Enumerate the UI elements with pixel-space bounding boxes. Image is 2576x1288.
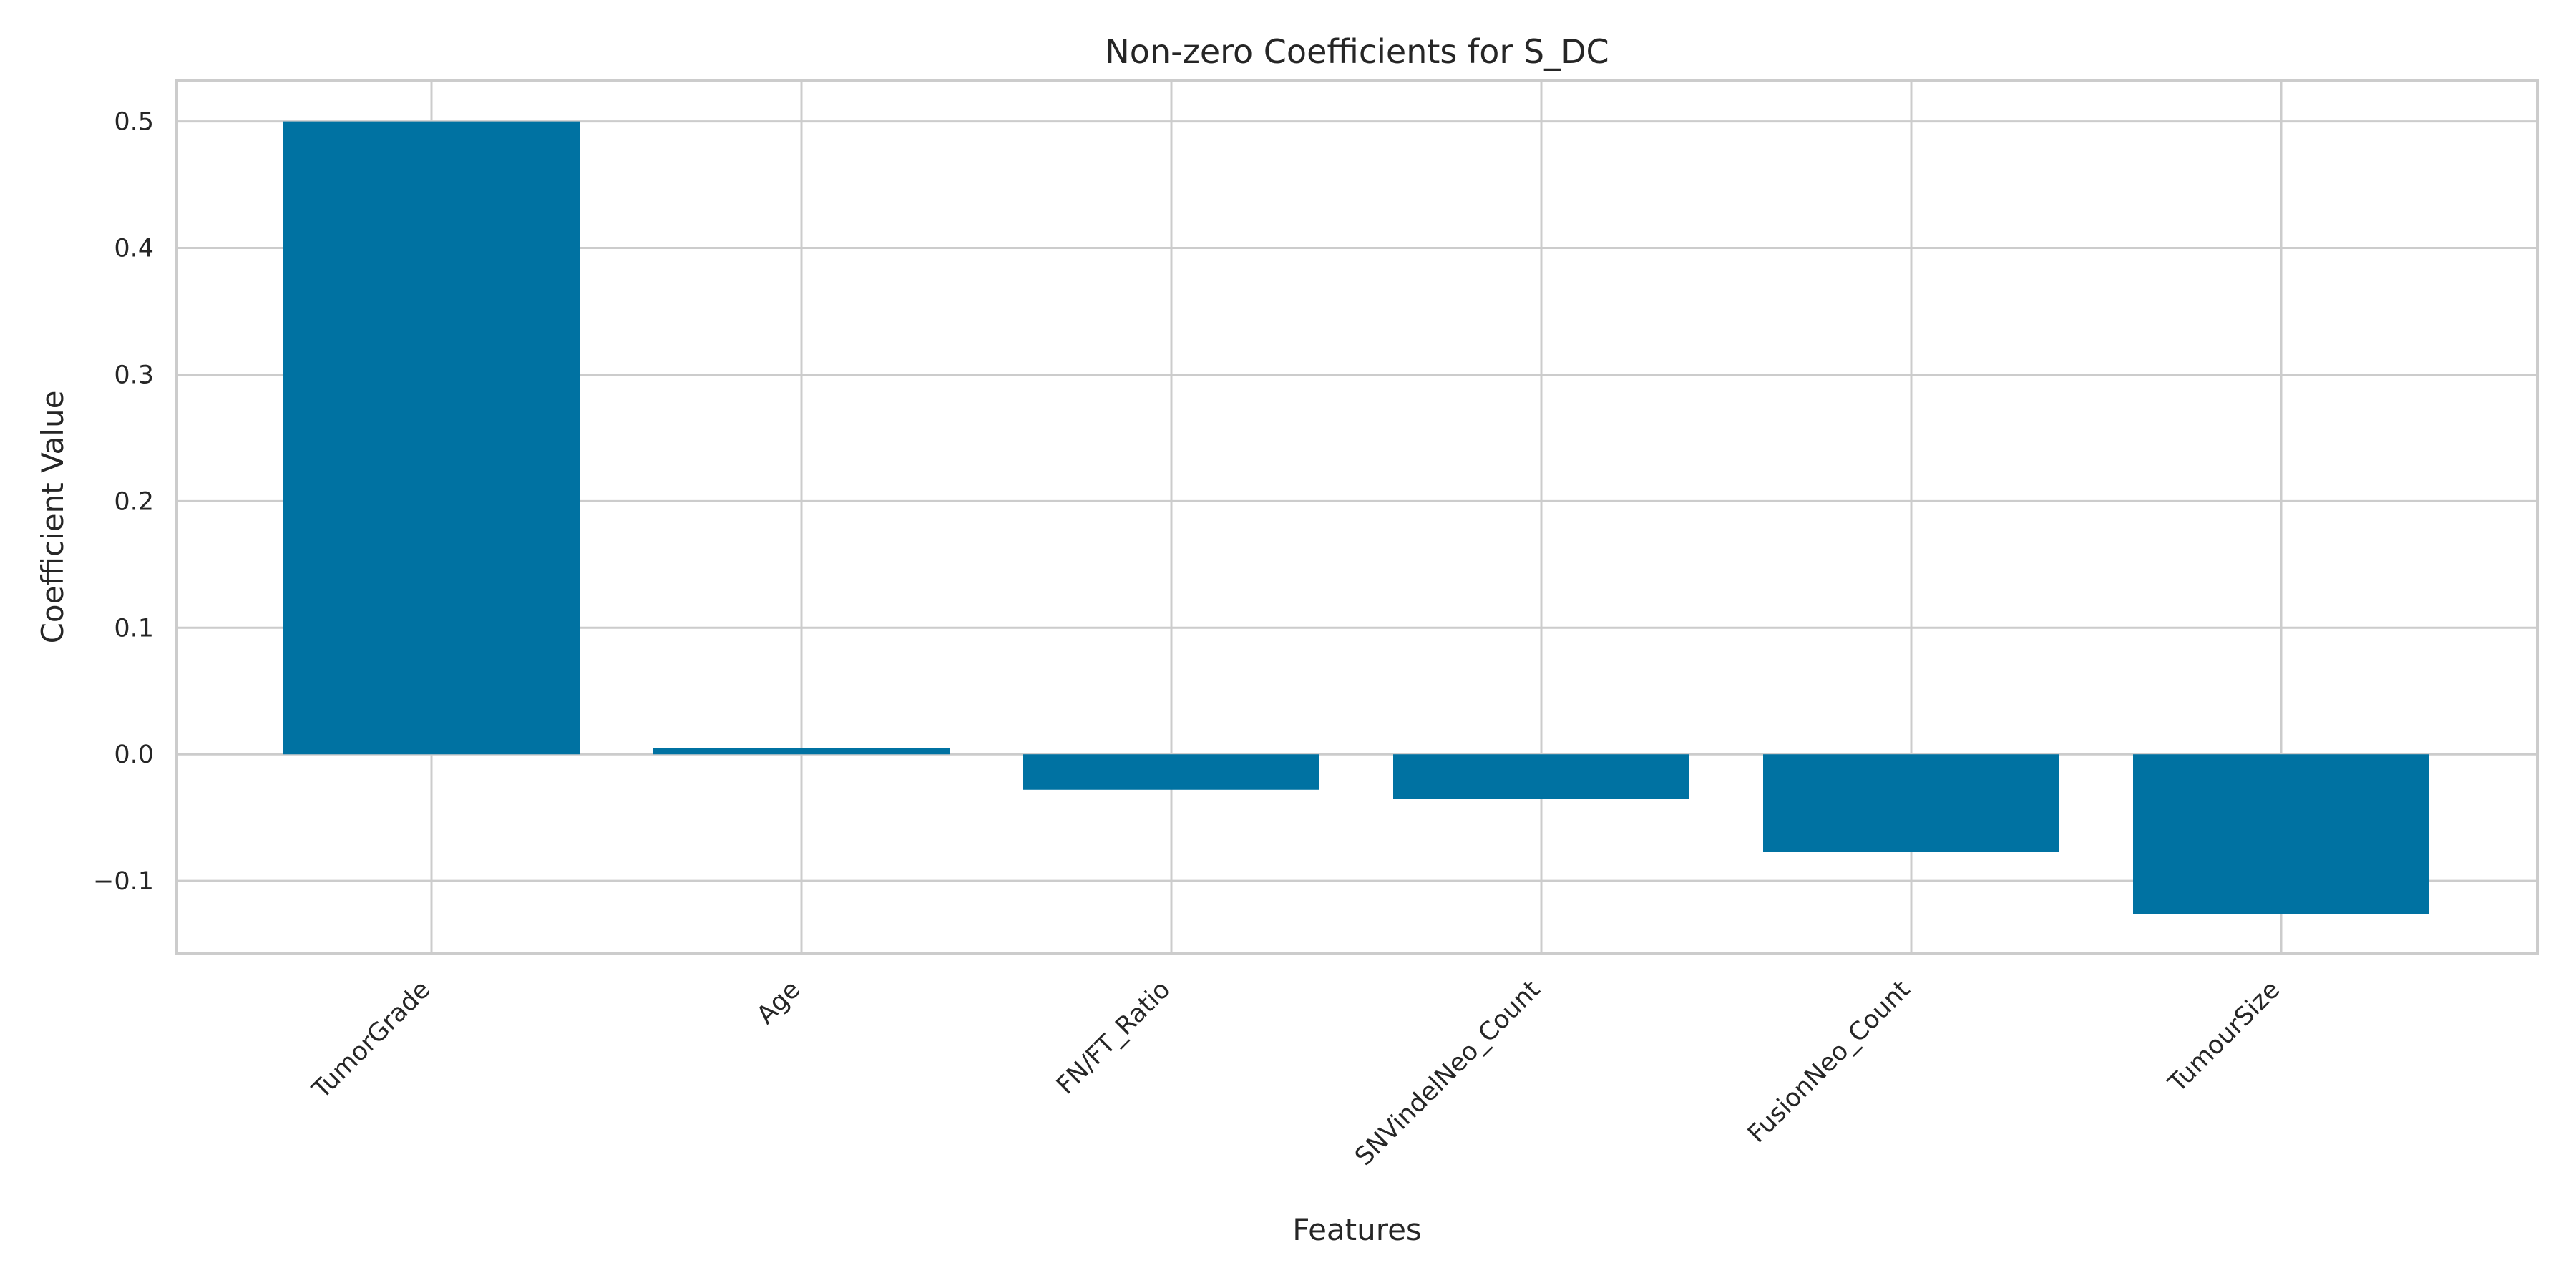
- y-tick-labels: −0.1 0.0 0.1 0.2 0.3 0.4 0.5: [93, 108, 154, 897]
- y-tick-label: −0.1: [93, 867, 154, 896]
- y-tick-label: 0.3: [114, 361, 154, 389]
- chart-title: Non-zero Coefficients for S_DC: [1105, 32, 1609, 71]
- y-tick-label: 0.0: [114, 741, 154, 769]
- bar-tumoursize: [2133, 754, 2429, 914]
- bar-snvindelneo-count: [1393, 754, 1689, 799]
- plot-frame: [175, 79, 2539, 955]
- y-tick-label: 0.2: [114, 487, 154, 516]
- y-tick-label: 0.5: [114, 108, 154, 137]
- bar-fn-ft-ratio: [1023, 754, 1319, 790]
- y-tick-label: 0.4: [114, 235, 154, 263]
- bar-fusionneo-count: [1763, 754, 2059, 852]
- x-axis-title: Features: [1292, 1212, 1422, 1247]
- y-axis-title: Coefficient Value: [35, 391, 70, 644]
- bar-age: [653, 748, 950, 755]
- y-tick-label: 0.1: [114, 614, 154, 643]
- bars: [283, 121, 2429, 914]
- bar-tumorgrade: [283, 121, 580, 755]
